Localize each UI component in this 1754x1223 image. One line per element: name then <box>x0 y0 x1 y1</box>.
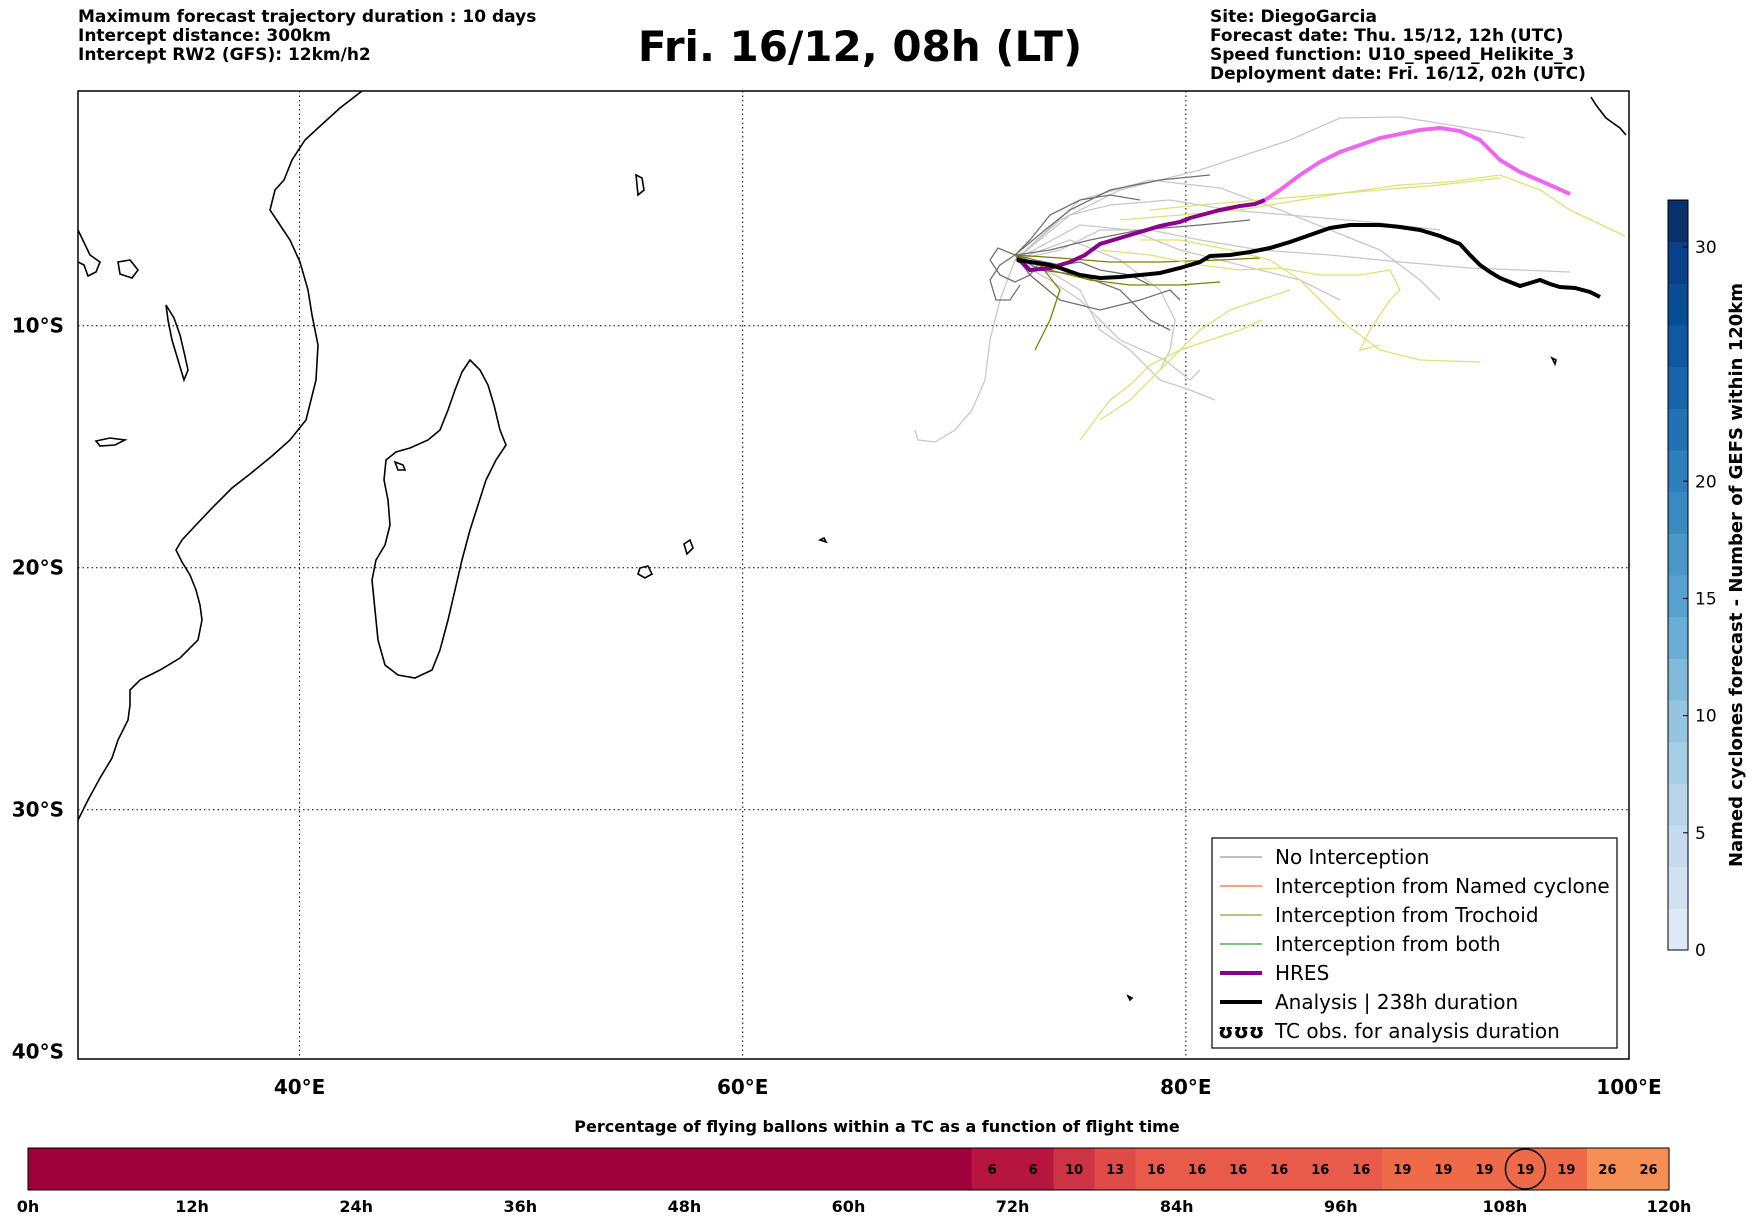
longitude-labels: 40°E 60°E 80°E 100°E <box>274 1075 1662 1099</box>
lat-label: 30°S <box>12 798 64 822</box>
legend-label: Interception from Named cyclone <box>1275 874 1610 898</box>
page-title: Fri. 16/12, 08h (LT) <box>637 22 1083 71</box>
hres-extension-track <box>1263 125 1571 202</box>
lat-label: 40°S <box>12 1040 64 1064</box>
africa-coastline <box>78 229 101 278</box>
legend-label: Interception from Trochoid <box>1275 903 1539 927</box>
lon-label: 100°E <box>1596 1075 1661 1099</box>
speed-function-text: Speed function: U10_speed_Helikite_3 <box>1210 45 1575 65</box>
latitude-labels: 10°S 20°S 30°S 40°S <box>12 314 64 1064</box>
lon-label: 80°E <box>1160 1075 1212 1099</box>
legend-box <box>1211 837 1618 1049</box>
intercept-rw2-text: Intercept RW2 (GFS): 12km/h2 <box>78 45 371 65</box>
site-text: Site: DiegoGarcia <box>1210 7 1377 27</box>
deployment-date-text: Deployment date: Fri. 16/12, 02h (UTC) <box>1210 64 1586 84</box>
legend-label: No Interception <box>1275 845 1429 869</box>
timeline-title: Percentage of flying ballons within a TC… <box>574 1117 1180 1136</box>
legend-label: Interception from both <box>1275 932 1501 956</box>
lat-label: 20°S <box>12 556 64 580</box>
legend-label: TC obs. for analysis duration <box>1274 1019 1560 1043</box>
lon-label: 60°E <box>717 1075 769 1099</box>
seychelles-outline <box>635 173 645 197</box>
max-duration-text: Maximum forecast trajectory duration : 1… <box>78 7 537 27</box>
legend: No Interception Interception from Named c… <box>1211 837 1618 1049</box>
graticule <box>78 91 1629 1059</box>
header-right-info: Site: DiegoGarcia Forecast date: Thu. 15… <box>1210 8 1586 84</box>
header-left-info: Maximum forecast trajectory duration : 1… <box>78 8 536 65</box>
island-small-3 <box>1126 994 1134 1002</box>
lon-label: 40°E <box>274 1075 326 1099</box>
map-frame <box>77 90 1630 1060</box>
legend-label: HRES <box>1275 961 1329 985</box>
hres-track <box>1015 198 1266 273</box>
island-small-2 <box>1550 356 1557 367</box>
trajectories <box>914 116 1626 443</box>
coastlines <box>78 91 1627 1002</box>
lake-tanganyika-outline <box>165 304 189 383</box>
forecast-date-text: Forecast date: Thu. 15/12, 12h (UTC) <box>1210 26 1564 46</box>
lake-victoria-outline <box>117 259 140 279</box>
lake-malawi-outline <box>94 437 128 447</box>
island-small-1 <box>817 536 828 544</box>
mauritius-outline <box>683 538 694 556</box>
comoros-outline <box>393 460 407 471</box>
island-small-4 <box>1590 96 1627 136</box>
madagascar-coastline <box>371 358 507 679</box>
reunion-outline <box>637 565 654 579</box>
lat-label: 10°S <box>12 314 64 338</box>
africa-east-coast <box>78 91 363 821</box>
legend-label: Analysis | 238h duration <box>1275 990 1518 1014</box>
intercept-distance-text: Intercept distance: 300km <box>78 26 331 46</box>
tc-obs-symbol: ʊʊʊ <box>1218 1019 1264 1043</box>
analysis-track <box>1016 223 1601 299</box>
